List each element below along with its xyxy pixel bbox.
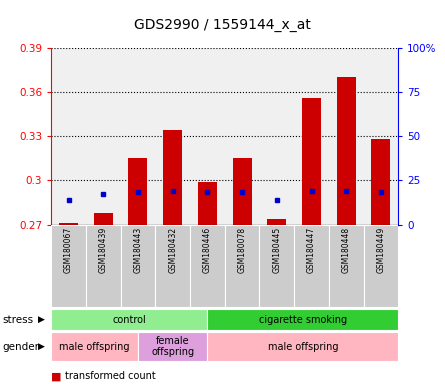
Text: transformed count: transformed count [65,371,155,381]
Bar [198,182,217,225]
Text: control: control [113,314,146,325]
Bar [138,332,207,361]
Bar [302,98,321,225]
Bar [267,219,286,225]
Bar [94,213,113,225]
Bar [207,309,398,330]
Text: GSM180439: GSM180439 [99,227,108,273]
Bar [364,225,398,307]
Text: ▶: ▶ [38,342,45,351]
Bar [329,225,364,307]
Bar [259,225,294,307]
Text: male offspring: male offspring [59,341,130,352]
Text: GSM180078: GSM180078 [238,227,247,273]
Text: ■: ■ [51,371,62,381]
Text: male offspring: male offspring [267,341,338,352]
Text: GSM180067: GSM180067 [64,227,73,273]
Bar [225,225,259,307]
Bar [372,139,390,225]
Bar [51,225,86,307]
Bar [233,159,251,225]
Bar [294,225,329,307]
Text: female
offspring: female offspring [151,336,194,358]
Text: GSM180432: GSM180432 [168,227,177,273]
Bar [51,309,207,330]
Text: stress: stress [2,314,33,325]
Bar [51,332,138,361]
Text: GSM180449: GSM180449 [376,227,385,273]
Text: GSM180443: GSM180443 [134,227,142,273]
Bar [155,225,190,307]
Text: GDS2990 / 1559144_x_at: GDS2990 / 1559144_x_at [134,18,311,32]
Bar [337,78,356,225]
Bar [163,131,182,225]
Bar [129,159,147,225]
Text: cigarette smoking: cigarette smoking [259,314,347,325]
Text: GSM180448: GSM180448 [342,227,351,273]
Text: ▶: ▶ [38,315,45,324]
Text: GSM180446: GSM180446 [203,227,212,273]
Text: GSM180447: GSM180447 [307,227,316,273]
Bar [59,223,78,225]
Bar [121,225,155,307]
Bar [207,332,398,361]
Text: gender: gender [2,341,39,352]
Bar [86,225,121,307]
Text: GSM180445: GSM180445 [272,227,281,273]
Bar [190,225,225,307]
